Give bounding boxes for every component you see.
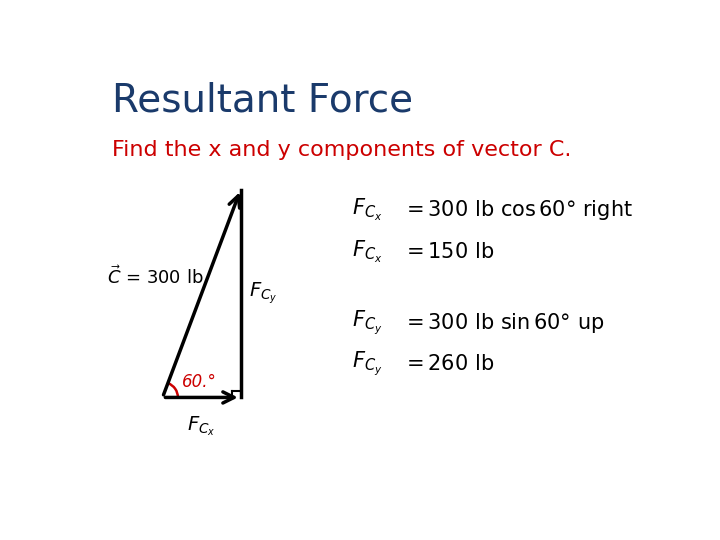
Text: $= 260\ \mathrm{lb}$: $= 260\ \mathrm{lb}$ <box>402 354 495 374</box>
Text: Resultant Force: Resultant Force <box>112 82 413 119</box>
Text: $\mathit{F}_{C_x}$: $\mathit{F}_{C_x}$ <box>187 415 216 438</box>
Text: Find the x and y components of vector C.: Find the x and y components of vector C. <box>112 140 572 160</box>
Text: $\vec{C}$ = 300 lb: $\vec{C}$ = 300 lb <box>107 266 203 288</box>
Text: $F_{C_y}$: $F_{C_y}$ <box>352 308 382 336</box>
Text: $\mathit{F}_{C_y}$: $\mathit{F}_{C_y}$ <box>249 281 277 306</box>
Text: 60.°: 60.° <box>182 373 217 391</box>
Text: $F_{C_x}$: $F_{C_x}$ <box>352 239 382 265</box>
Text: $F_{C_x}$: $F_{C_x}$ <box>352 197 382 224</box>
Text: $= 300\ \mathrm{lb}\ \sin 60°\ \mathrm{up}$: $= 300\ \mathrm{lb}\ \sin 60°\ \mathrm{u… <box>402 310 605 335</box>
Text: $= 150\ \mathrm{lb}$: $= 150\ \mathrm{lb}$ <box>402 242 495 262</box>
Text: $= 300\ \mathrm{lb}\ \cos 60°\ \mathrm{right}$: $= 300\ \mathrm{lb}\ \cos 60°\ \mathrm{r… <box>402 198 634 222</box>
Text: $F_{C_y}$: $F_{C_y}$ <box>352 350 382 378</box>
